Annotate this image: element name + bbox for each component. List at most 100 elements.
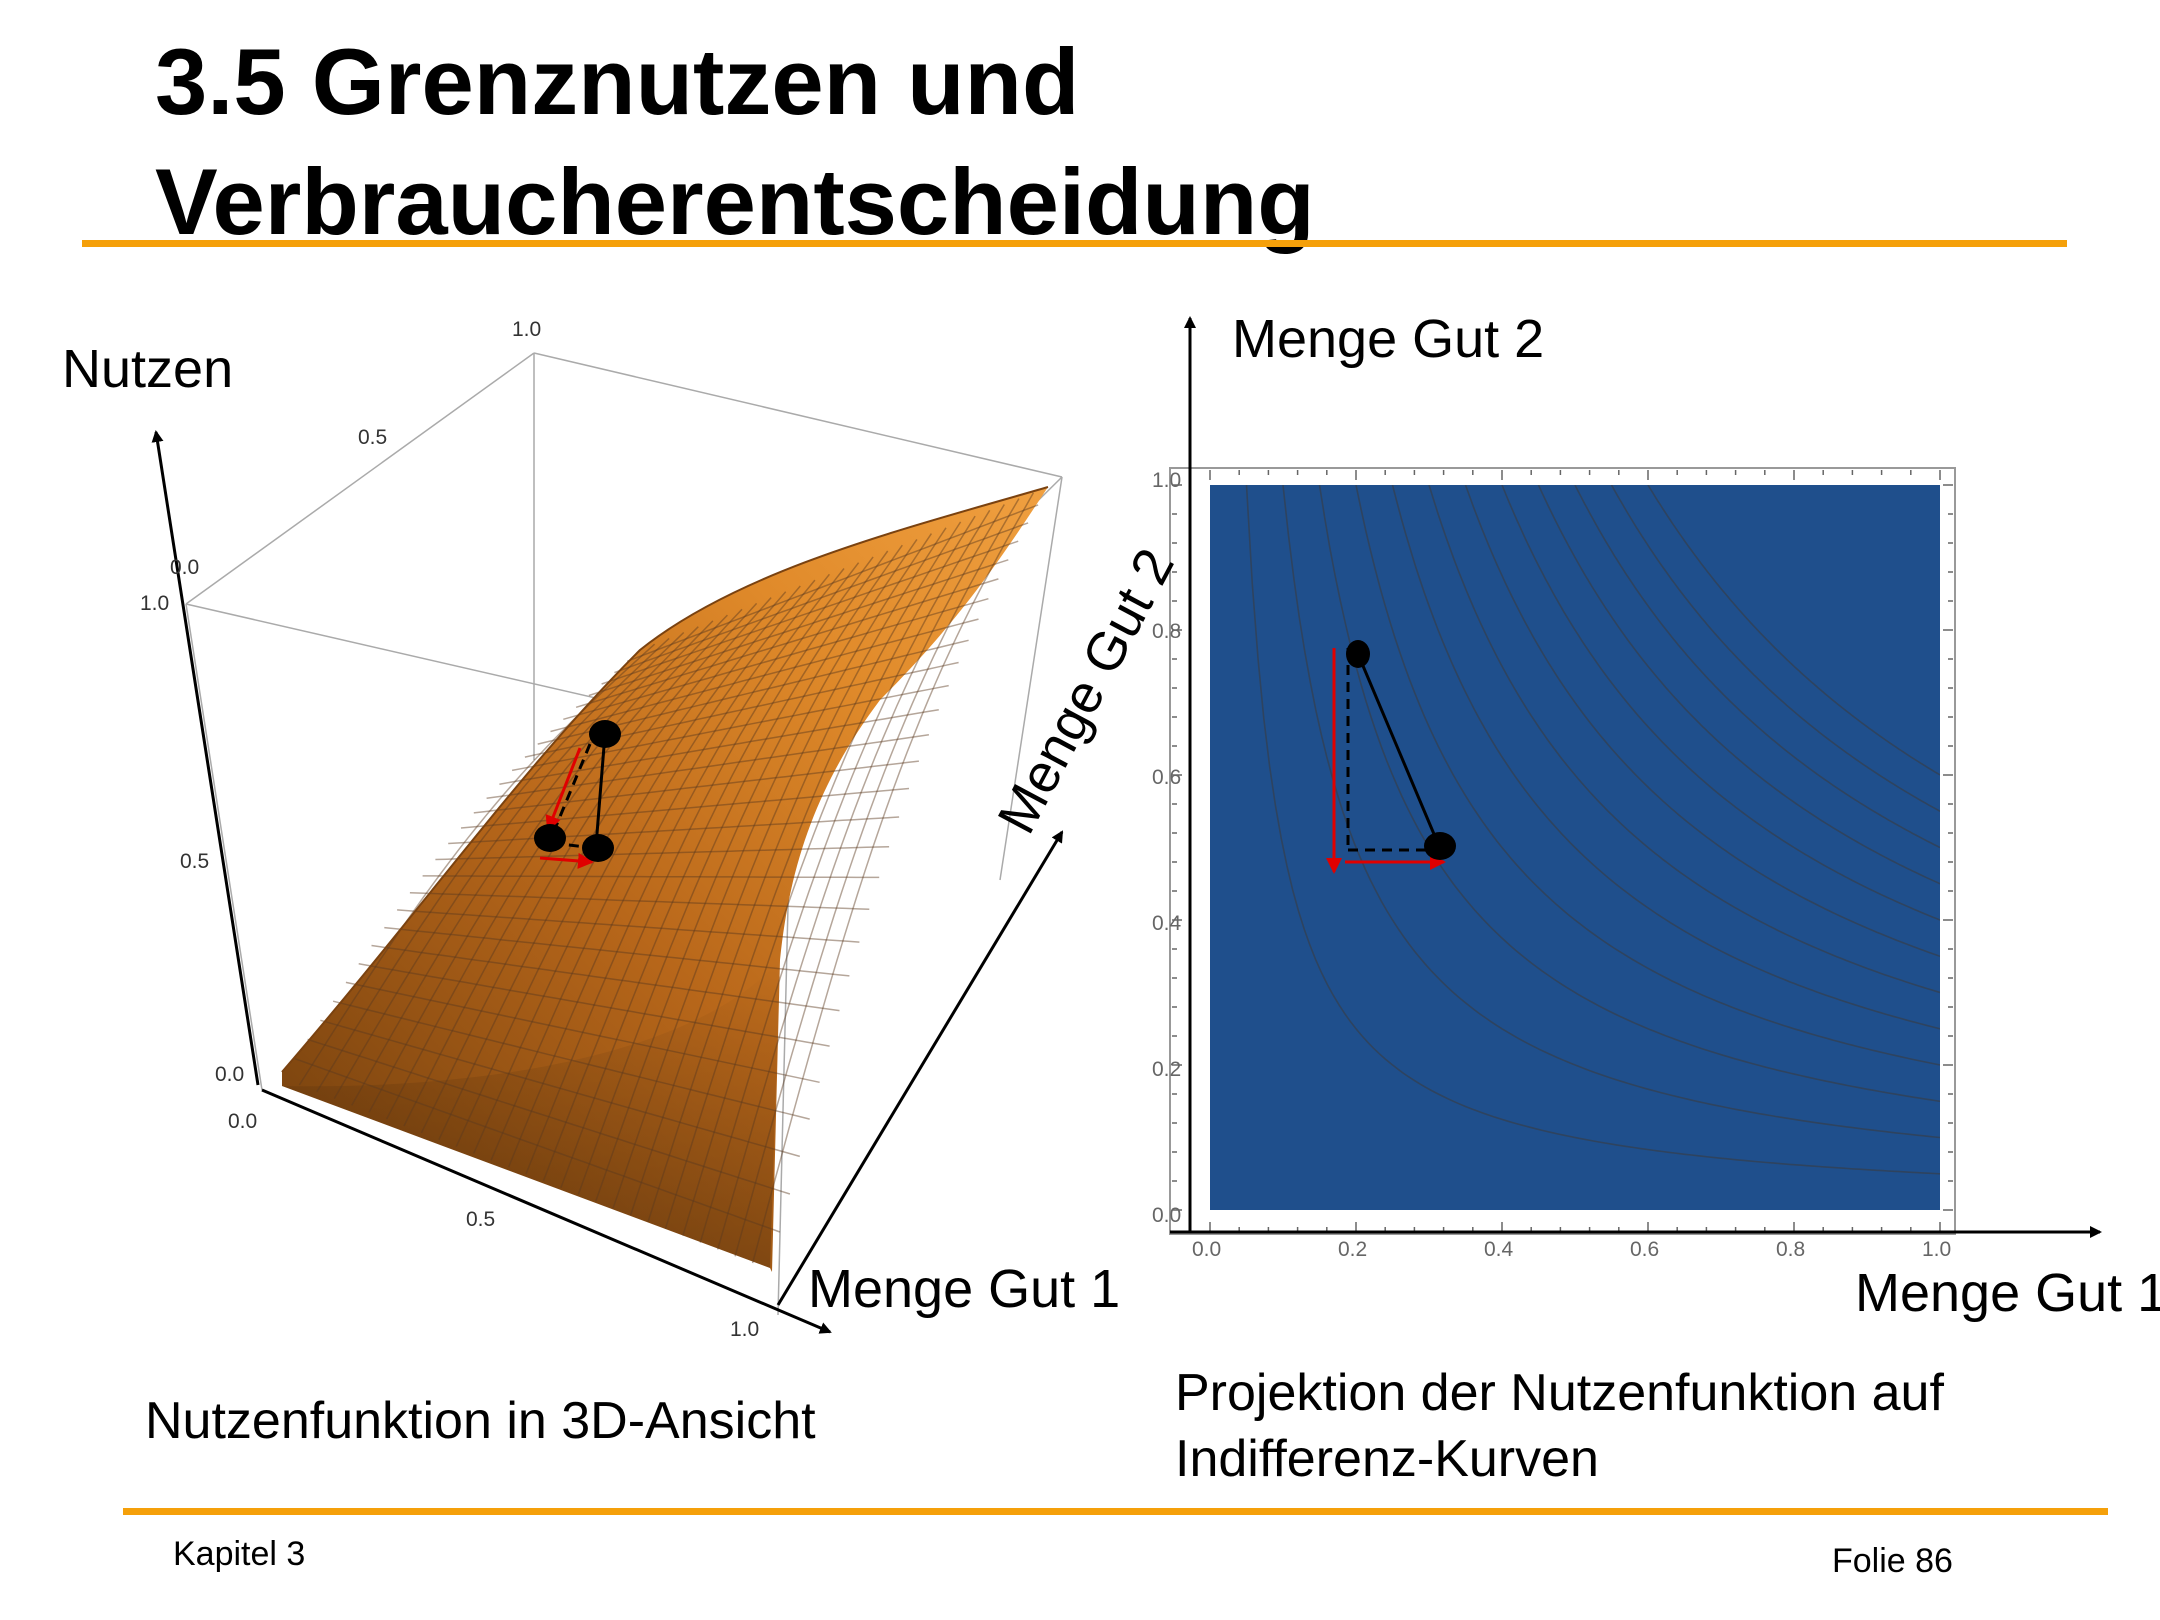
mesh-line xyxy=(409,891,870,911)
mesh-line xyxy=(575,578,999,709)
utility-axis xyxy=(151,430,260,1086)
mesh-line xyxy=(316,637,670,1093)
mesh-line xyxy=(333,631,685,1099)
surface-3d-plot: 0.0 0.5 1.0 0.0 0.5 1.0 0.0 0.5 1.0 xyxy=(140,318,1064,1341)
mesh-line xyxy=(542,562,860,1182)
mesh-line xyxy=(403,608,743,1127)
mesh-line xyxy=(332,1000,810,1120)
tick-good2-0: 0.0 xyxy=(170,556,199,579)
tick-vertical-0: 0.0 xyxy=(215,1063,244,1086)
mesh-line xyxy=(473,585,801,1154)
caption-contour-line-1: Projektion der Nutzenfunktion auf xyxy=(1175,1364,1944,1422)
mesh-line xyxy=(647,527,947,1223)
caption-contour-line-2: Indifferenz-Kurven xyxy=(1175,1430,1599,1488)
y-tick-0: 0.0 xyxy=(1152,1204,1181,1227)
footer-rule xyxy=(123,1508,2108,1515)
indifference-curve xyxy=(1282,485,1940,1139)
footer-chapter: Kapitel 3 xyxy=(173,1535,306,1573)
indifference-curve xyxy=(1355,485,1940,1066)
mesh-line xyxy=(460,787,910,829)
indifference-curve xyxy=(1245,485,1940,1175)
mesh-line xyxy=(601,540,1019,685)
y-tick-5: 1.0 xyxy=(1152,469,1181,492)
good2-axis xyxy=(776,830,1064,1306)
title-line-1: 3.5 Grenznutzen und xyxy=(155,29,1080,134)
label-good2-contour: Menge Gut 2 xyxy=(1232,309,1545,369)
indifference-curve xyxy=(1501,485,1940,921)
mesh-line xyxy=(490,579,816,1161)
mesh-line xyxy=(664,521,962,1230)
tick-good1-1: 0.5 xyxy=(466,1208,495,1231)
mesh-line xyxy=(358,963,830,1047)
mesh-line xyxy=(699,509,991,1243)
y-tick-2: 0.4 xyxy=(1152,912,1182,935)
indifference-curve xyxy=(1464,485,1940,958)
label-utility-axis: Nutzen xyxy=(62,339,234,399)
x-tick-4: 0.8 xyxy=(1776,1238,1805,1261)
indifference-curve xyxy=(1391,485,1940,1030)
mesh-line xyxy=(294,1057,781,1233)
tick-good1-2: 1.0 xyxy=(730,1318,759,1341)
contour-points xyxy=(1326,640,1456,874)
indifference-curve xyxy=(1647,485,1940,776)
slide-title: 3.5 Grenznutzen und Verbraucherentscheid… xyxy=(155,22,1315,262)
tick-good2-2: 1.0 xyxy=(512,318,541,341)
mesh-line xyxy=(320,1019,801,1158)
y-tick-4: 0.8 xyxy=(1152,620,1181,643)
tick-good2-1: 0.5 xyxy=(358,426,387,449)
mesh-line xyxy=(682,515,976,1236)
indifference-curve xyxy=(1428,485,1940,994)
mesh-line xyxy=(626,504,1039,662)
mesh-line xyxy=(351,626,699,1106)
mesh-line xyxy=(507,573,830,1168)
mesh-line xyxy=(420,602,758,1134)
tick-labels-3d: 0.0 0.5 1.0 0.0 0.5 1.0 0.0 0.5 1.0 xyxy=(140,318,759,1341)
indifference-curve xyxy=(1537,485,1940,885)
mesh-line xyxy=(588,559,1009,697)
indifference-curve xyxy=(1574,485,1940,849)
title-line-2: Verbraucherentscheidung xyxy=(155,149,1315,254)
point-a xyxy=(1346,640,1370,668)
label-good1-3d: Menge Gut 1 xyxy=(808,1259,1121,1319)
point-b xyxy=(1424,832,1456,860)
mesh-line xyxy=(384,926,850,977)
mesh-line xyxy=(422,875,880,879)
mesh-line xyxy=(435,845,890,861)
mesh-line xyxy=(550,618,979,733)
mesh-line xyxy=(511,684,949,772)
mesh-line xyxy=(594,544,903,1202)
y-tick-3: 0.6 xyxy=(1152,766,1181,789)
label-good1-contour: Menge Gut 1 xyxy=(1855,1263,2160,1323)
mesh-line xyxy=(751,492,1035,1264)
x-tick-2: 0.4 xyxy=(1484,1238,1514,1261)
surface-mesh xyxy=(294,492,1039,1264)
utility-surface xyxy=(282,487,1048,1272)
mesh-line xyxy=(629,533,933,1216)
mesh-line xyxy=(371,944,840,1012)
mesh-line xyxy=(448,816,900,845)
mesh-line xyxy=(612,538,918,1209)
tick-vertical-2: 1.0 xyxy=(140,592,169,615)
indifference-curve xyxy=(1610,485,1940,812)
mesh-line xyxy=(397,909,860,943)
mesh-line xyxy=(486,734,930,800)
caption-contour: Projektion der Nutzenfunktion auf Indiff… xyxy=(1175,1360,1944,1492)
surface-points xyxy=(534,720,621,869)
indifference-curve xyxy=(1318,485,1940,1103)
caption-3d: Nutzenfunktion in 3D-Ansicht xyxy=(145,1392,816,1450)
x-tick-3: 0.6 xyxy=(1630,1238,1659,1261)
title-underline xyxy=(82,240,2067,247)
mesh-line xyxy=(614,522,1029,674)
contour-plot: 0.0 0.2 0.4 0.6 0.8 1.0 0.0 0.2 0.4 0.6 … xyxy=(1152,316,2102,1261)
mesh-line xyxy=(455,591,787,1147)
mesh-line xyxy=(307,1038,791,1195)
tick-good1-0: 0.0 xyxy=(228,1110,257,1133)
mesh-line xyxy=(298,643,656,1086)
mesh-line xyxy=(368,620,714,1113)
mesh-line xyxy=(560,556,874,1188)
x-tick-0: 0.0 xyxy=(1192,1238,1221,1261)
mesh-line xyxy=(438,597,772,1141)
y-tick-1: 0.2 xyxy=(1152,1058,1181,1081)
mesh-line xyxy=(345,981,820,1084)
